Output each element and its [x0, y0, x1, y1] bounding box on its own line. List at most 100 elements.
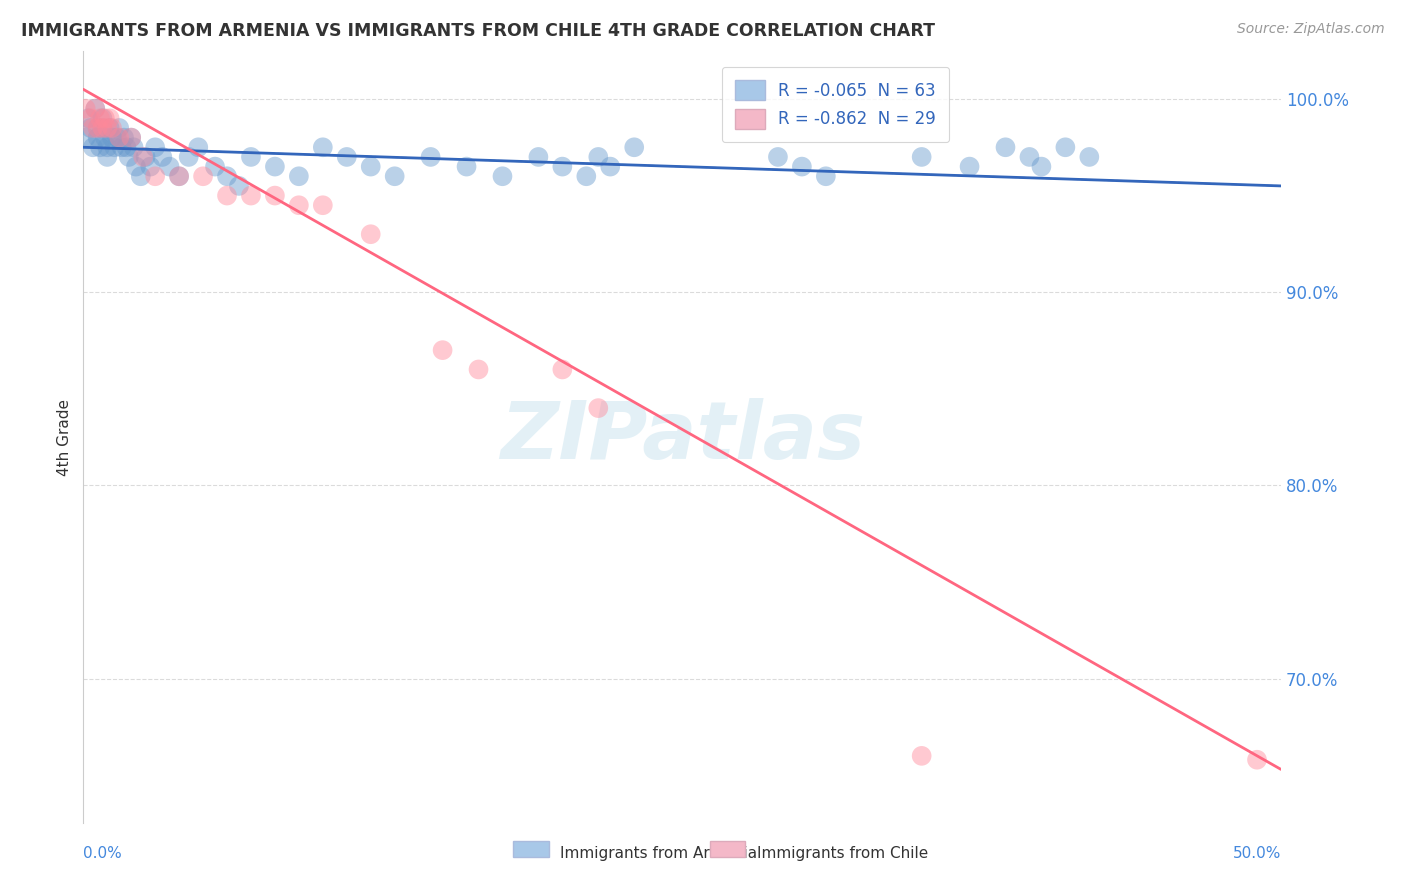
Point [360, 160, 382, 174]
Point [1031, 160, 1053, 174]
Point [122, 140, 145, 154]
Point [120, 130, 142, 145]
Y-axis label: 4th Grade: 4th Grade [58, 399, 72, 475]
Point [336, 150, 359, 164]
Point [766, 150, 789, 164]
Point [467, 362, 489, 376]
Point [1018, 150, 1040, 164]
Point [96, 150, 118, 164]
Point [1054, 140, 1077, 154]
Text: 50.0%: 50.0% [1233, 846, 1281, 861]
Point [120, 130, 142, 145]
Point [167, 169, 190, 184]
Point [575, 169, 598, 184]
Text: ZIPatlas: ZIPatlas [499, 398, 865, 476]
Point [75, 102, 97, 116]
Point [288, 169, 311, 184]
Point [456, 160, 478, 174]
Point [129, 169, 152, 184]
Point [312, 140, 335, 154]
Point [1246, 753, 1268, 767]
Point [959, 160, 981, 174]
Point [91, 120, 114, 135]
Point [150, 150, 173, 164]
Point [159, 160, 181, 174]
Point [91, 112, 114, 126]
Point [77, 112, 100, 126]
Point [98, 120, 121, 135]
Point [112, 130, 135, 145]
Point [191, 169, 214, 184]
Point [491, 169, 513, 184]
Point [108, 130, 131, 145]
Point [79, 120, 101, 135]
Point [419, 150, 441, 164]
Point [101, 120, 124, 135]
Text: Immigrants from Chile: Immigrants from Chile [756, 846, 928, 861]
Point [790, 160, 813, 174]
Point [814, 169, 837, 184]
Point [911, 748, 934, 763]
Point [432, 343, 454, 358]
Point [360, 227, 382, 242]
Point [264, 188, 287, 202]
Text: IMMIGRANTS FROM ARMENIA VS IMMIGRANTS FROM CHILE 4TH GRADE CORRELATION CHART: IMMIGRANTS FROM ARMENIA VS IMMIGRANTS FR… [21, 22, 935, 40]
Point [588, 401, 610, 416]
Point [89, 112, 111, 126]
Point [623, 140, 645, 154]
Point [215, 188, 238, 202]
Point [110, 140, 132, 154]
Point [143, 140, 166, 154]
Point [94, 112, 117, 126]
Point [139, 160, 162, 174]
Text: Source: ZipAtlas.com: Source: ZipAtlas.com [1237, 22, 1385, 37]
Point [115, 140, 138, 154]
Point [551, 160, 574, 174]
Text: 0.0%: 0.0% [83, 846, 122, 861]
Point [82, 120, 104, 135]
Point [239, 150, 262, 164]
Point [588, 150, 610, 164]
Point [911, 150, 934, 164]
Point [312, 198, 335, 212]
Point [91, 120, 114, 135]
Point [86, 130, 108, 145]
Point [187, 140, 209, 154]
Text: Immigrants from Armenia: Immigrants from Armenia [560, 846, 756, 861]
Point [177, 150, 200, 164]
Point [84, 102, 107, 116]
Point [96, 120, 118, 135]
Point [79, 112, 101, 126]
Point [599, 160, 621, 174]
Point [82, 140, 104, 154]
Point [288, 198, 311, 212]
Point [125, 160, 148, 174]
Point [75, 130, 97, 145]
Point [167, 169, 190, 184]
Point [108, 120, 131, 135]
Point [89, 140, 111, 154]
Point [86, 120, 108, 135]
Point [551, 362, 574, 376]
Point [204, 160, 226, 174]
Legend: R = -0.065  N = 63, R = -0.862  N = 29: R = -0.065 N = 63, R = -0.862 N = 29 [721, 67, 949, 143]
Point [228, 178, 250, 193]
Point [96, 140, 118, 154]
Point [135, 150, 157, 164]
Point [132, 150, 155, 164]
Point [98, 112, 121, 126]
Point [239, 188, 262, 202]
Point [118, 150, 141, 164]
Point [1078, 150, 1101, 164]
Point [105, 130, 128, 145]
Point [994, 140, 1017, 154]
Point [143, 169, 166, 184]
Point [264, 160, 287, 174]
Point [86, 120, 108, 135]
Point [215, 169, 238, 184]
Point [103, 140, 125, 154]
Point [101, 130, 124, 145]
Point [384, 169, 406, 184]
Point [84, 102, 107, 116]
Point [94, 130, 117, 145]
